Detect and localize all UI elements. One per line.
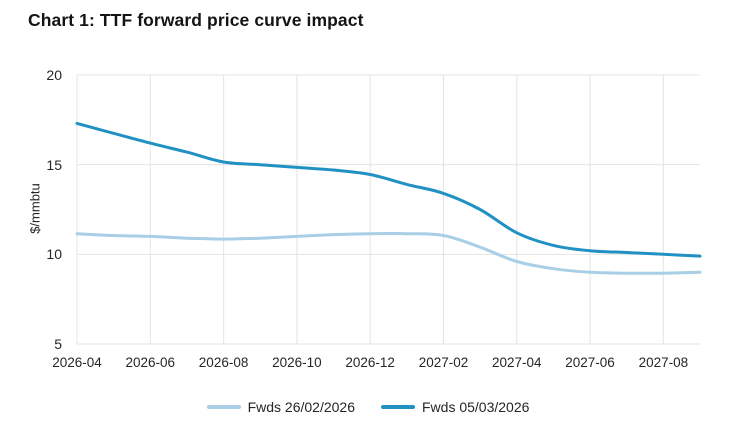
y-tick-label: 15 xyxy=(46,156,62,173)
y-tick-label: 20 xyxy=(46,67,62,83)
x-tick-label: 2026-08 xyxy=(198,355,249,370)
series-line-1 xyxy=(75,121,702,258)
legend-label-fwds-05-03-2026: Fwds 05/03/2026 xyxy=(422,399,530,415)
x-tick-label: 2027-06 xyxy=(565,355,615,370)
y-tick-label: 10 xyxy=(46,246,62,263)
x-tick-label: 2027-02 xyxy=(418,355,469,370)
x-tick-label: 2026-10 xyxy=(272,355,322,370)
legend-label-fwds-26-02-2026: Fwds 26/02/2026 xyxy=(247,399,355,415)
y-axis-label: $/mmbtu xyxy=(27,183,43,234)
x-tick-label: 2026-06 xyxy=(125,355,176,370)
chart-title: Chart 1: TTF forward price curve impact xyxy=(28,10,364,30)
x-tick-label: 2026-12 xyxy=(345,355,395,370)
y-tick-label: 5 xyxy=(54,336,62,352)
legend: Fwds 26/02/2026 Fwds 05/03/2026 xyxy=(0,399,736,415)
legend-item-fwds-26-02-2026: Fwds 26/02/2026 xyxy=(206,399,355,415)
legend-line-swatch-dark-icon xyxy=(381,405,415,409)
x-tick-label: 2027-04 xyxy=(491,355,542,370)
legend-item-fwds-05-03-2026: Fwds 05/03/2026 xyxy=(381,399,529,415)
series-line-0 xyxy=(75,232,702,275)
legend-line-swatch-light-icon xyxy=(206,405,241,409)
x-tick-label: 2026-04 xyxy=(52,355,102,370)
x-tick-label: 2027-08 xyxy=(638,355,689,370)
